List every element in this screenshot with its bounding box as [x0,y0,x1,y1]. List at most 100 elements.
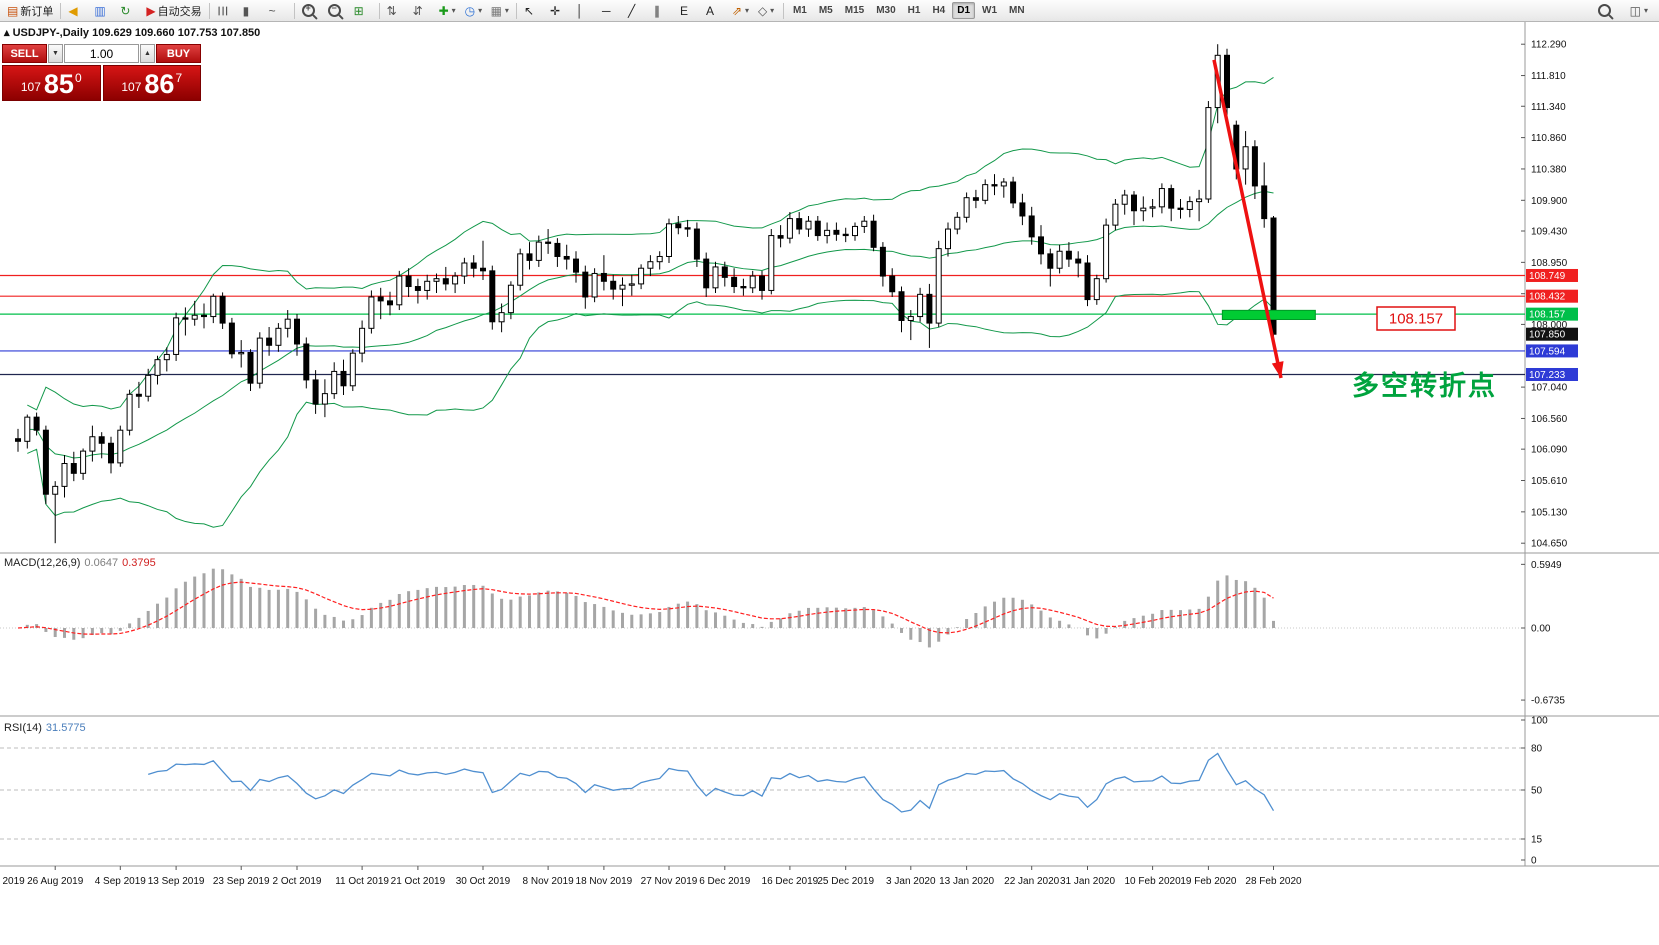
crosshair-tool-button[interactable]: ✛ [546,1,572,21]
date-label: 8 Nov 2019 [523,876,575,887]
shapes-tool-button[interactable]: ◇ ▾ [754,1,780,21]
timeframe-m5-button[interactable]: M5 [818,5,833,16]
symbol-name: USDJPY-,Daily [12,27,90,39]
candle-body [749,275,756,289]
alerts-button[interactable]: ◀ [64,1,90,21]
arrows-tool-button[interactable]: ⇗ ▾ [728,1,754,21]
cursor-tool-button[interactable]: ↖ [520,1,546,21]
candle-body [842,233,849,237]
auto-trading-button[interactable]: ▶ 自动交易 [142,1,205,21]
candle-body [628,283,635,286]
svg-text:106.560: 106.560 [1531,414,1568,425]
arrange-desc-button[interactable]: ⇵ [409,1,435,21]
trendline-tool-button[interactable]: ╱ [624,1,650,21]
svg-text:110.380: 110.380 [1531,164,1567,175]
timeframe-m30-button[interactable]: M30 [876,5,896,16]
chevron-down-icon: ▾ [1643,6,1648,15]
svg-text:108.432: 108.432 [1529,292,1566,303]
candle-body [1140,207,1147,212]
svg-text:109.900: 109.900 [1531,196,1568,207]
fibonacci-icon: E [679,3,688,18]
date-label: 13 Jan 2020 [939,876,994,887]
vline-tool-button[interactable]: │ [572,1,598,21]
depth-chart-icon: ▥ [94,3,106,18]
candle-body [1177,207,1184,210]
templates-button[interactable]: ▦ ▾ [487,1,513,21]
timeframe-h4-button[interactable]: H4 [932,5,946,16]
auto-trading-button-label: 自动交易 [157,5,202,18]
candle-body [61,463,68,487]
svg-text:110.860: 110.860 [1531,133,1567,144]
new-order-button[interactable]: ▤ 新订单 [3,1,57,21]
tile-windows-button[interactable]: ⊞ [350,1,376,21]
candle-body [526,253,533,261]
zoom-out-button[interactable]: − [324,1,350,21]
bars-icon: ☰ [214,5,229,16]
chart-canvas[interactable]: 112.290 111.810 111.340 110.860 110.380 109.9… [0,22,1659,945]
chart-window: 112.290 111.810 111.340 110.860 110.380 109.9… [0,22,1659,945]
refresh-button[interactable]: ↻ [116,1,142,21]
candle-body [517,253,524,286]
buy-price-big: 86 [144,69,175,100]
candle-body [684,227,691,230]
candle-body [1168,188,1175,209]
text-tool-button[interactable]: A [702,1,728,21]
candle-body [284,318,291,329]
add-indicator-button[interactable]: ✚ ▾ [435,1,461,21]
buy-price-panel[interactable]: 107 86 7 [102,65,201,101]
svg-text:107.233: 107.233 [1529,370,1566,381]
svg-text:105.610: 105.610 [1531,476,1568,487]
bar-chart-mode-button[interactable]: ☰ [213,1,239,21]
candle-body [368,296,375,329]
periods-button[interactable]: ◷ ▾ [461,1,487,21]
candle-body [396,275,403,306]
sell-button[interactable]: SELL [2,44,47,63]
lot-increase-button[interactable]: ▲ [140,44,155,63]
market-depth-button[interactable]: ▥ [90,1,116,21]
line-chart-mode-button[interactable]: ~ [265,1,291,21]
zoom-in-button[interactable]: + [298,1,324,21]
timeframe-m15-button[interactable]: M15 [844,5,865,16]
channel-tool-button[interactable]: ∥ [650,1,676,21]
chevron-down-icon: ▾ [745,6,750,15]
candle-body [1093,278,1100,301]
vline-icon: │ [575,3,584,18]
svg-text:109.430: 109.430 [1531,227,1568,238]
date-label: 4 Sep 2019 [95,876,147,887]
candle-body [907,316,914,321]
timeframe-mn-button[interactable]: MN [1009,5,1025,16]
cn-annotation-text[interactable]: 多空转折点 [1352,370,1497,401]
fibonacci-tool-button[interactable]: E [676,1,702,21]
date-label: 3 Jan 2020 [886,876,936,887]
buy-button[interactable]: BUY [156,44,201,63]
tile-icon: ⊞ [353,3,364,18]
candle-body [898,291,905,321]
sell-price-panel[interactable]: 107 85 0 [2,65,101,101]
hline-tool-button[interactable]: ─ [598,1,624,21]
timeframe-d1-button[interactable]: D1 [952,2,976,19]
candle-body [414,286,421,291]
clock-icon: ◷ [464,3,476,18]
cursor-icon: ↖ [523,3,534,18]
candle-body [647,261,654,269]
trend-arrow-line[interactable] [1212,59,1283,379]
candle-body [461,262,468,277]
candlestick-mode-button[interactable]: ▮ [239,1,265,21]
arrange-asc-button[interactable]: ⇅ [383,1,409,21]
lot-decrease-button[interactable]: ▼ [48,44,63,63]
lot-size-input[interactable] [64,44,139,63]
date-label: 31 Jan 2020 [1060,876,1115,887]
search-button[interactable] [1594,1,1620,21]
timeframe-m1-button[interactable]: M1 [792,5,807,16]
candle-body [619,284,626,290]
chevron-down-icon: ▾ [770,6,775,15]
svg-text:107.850: 107.850 [1529,330,1566,341]
candle-body [638,267,645,285]
date-label: 19 Feb 2020 [1180,876,1237,887]
layout-button[interactable]: ◫ ▾ [1626,1,1652,21]
date-label: 13 Sep 2019 [148,876,205,887]
price-callout-box[interactable] [1376,306,1456,331]
timeframe-w1-button[interactable]: W1 [982,5,998,16]
timeframe-h1-button[interactable]: H1 [907,5,921,16]
svg-text:0: 0 [1531,856,1537,867]
